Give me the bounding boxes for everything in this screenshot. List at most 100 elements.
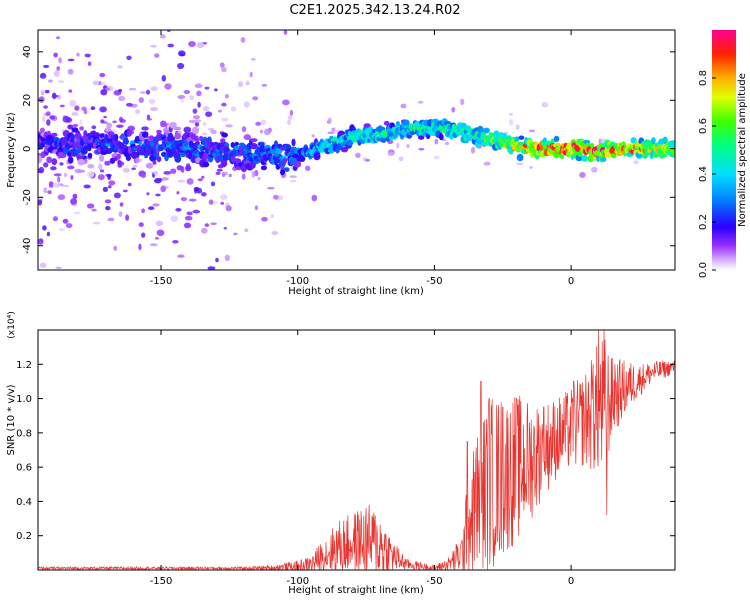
spectrogram-ridge-blob: [250, 143, 258, 150]
spectrogram-noise-blob: [107, 217, 115, 222]
colorbar-tick-label: 0.0: [698, 262, 709, 278]
spectrogram-noise-blob: [273, 194, 279, 200]
spectrogram-noise-blob: [76, 52, 80, 57]
spectrogram-noise-blob: [127, 182, 132, 187]
spectrogram-noise-blob: [62, 218, 69, 224]
spectrogram-noise-blob: [221, 66, 227, 73]
spectrogram-noise-blob: [220, 194, 228, 200]
spectrogram-noise-blob: [119, 116, 123, 122]
spectrogram-noise-blob: [260, 119, 267, 125]
spectrogram-noise-blob: [245, 82, 250, 86]
spectrogram-noise-blob: [209, 15, 214, 19]
snr-frame: [37, 329, 676, 571]
spectrogram-noise-blob: [205, 111, 213, 117]
spectrogram-noise-blob: [213, 201, 219, 205]
spectrogram-noise-blob: [186, 211, 193, 216]
snr-y-tick-label: 0.4: [16, 497, 32, 508]
spectrogram-noise-blob: [118, 88, 122, 93]
spectrogram-noise-blob: [202, 132, 208, 136]
spectrogram-ridge-blob: [67, 124, 74, 130]
spectrogram-noise-blob: [311, 194, 318, 202]
spectrogram-noise-blob: [39, 262, 47, 269]
spectrogram-ridge-blob: [87, 152, 93, 159]
spectrogram-noise-blob: [99, 72, 106, 78]
spectrogram-noise-blob: [196, 90, 202, 97]
spectrogram-noise-blob: [201, 175, 205, 179]
spectrogram-ridge-blob: [221, 132, 228, 138]
spectrogram-ridge-blob: [82, 155, 88, 160]
spectrogram-noise-blob: [264, 128, 271, 136]
spectrogram-noise-blob: [38, 166, 45, 174]
spectrogram-noise-blob: [135, 109, 141, 114]
spectrogram-noise-blob: [591, 166, 598, 173]
spectrogram-noise-blob: [156, 229, 165, 237]
spectrogram-noise-blob: [72, 124, 79, 127]
spectrogram-ridge-blob: [553, 135, 560, 142]
spectrogram-y-tick-label: -40: [22, 238, 33, 254]
spectrogram-noise-blob: [99, 169, 105, 173]
spectrogram-noise-blob: [202, 106, 210, 112]
snr-y-tick-label: 0.6: [16, 463, 32, 474]
spectrogram-ridge-blob: [177, 139, 185, 144]
spectrogram-noise-blob: [79, 126, 84, 131]
spectrogram-noise-blob: [49, 115, 56, 120]
spectrogram-noise-blob: [52, 182, 61, 188]
spectrogram-noise-blob: [193, 119, 202, 123]
spectrogram-noise-blob: [107, 174, 111, 180]
spectrogram-ridge-blob: [74, 132, 82, 139]
spectrogram-noise-blob: [57, 176, 61, 183]
spectrogram-noise-blob: [150, 86, 158, 92]
snr-y-tick-label: 1.0: [16, 394, 32, 405]
spectrogram-noise-blob: [45, 111, 51, 117]
spectrogram-noise-blob: [287, 119, 291, 126]
spectrogram-noise-blob: [104, 199, 112, 204]
spectrogram-noise-blob: [355, 152, 361, 158]
spectrogram-ridge-blob: [153, 152, 160, 158]
spectrogram-ridge-blob: [600, 157, 607, 162]
spectrogram-noise-blob: [67, 58, 75, 62]
spectrogram-noise-blob: [154, 171, 158, 176]
spectrogram-noise-blob: [155, 177, 164, 182]
spectrogram-noise-blob: [183, 90, 191, 94]
spectrogram-ridge-blob: [383, 120, 390, 126]
spectrogram-noise-blob: [579, 172, 586, 178]
spectrogram-noise-blob: [38, 279, 45, 283]
snr-scale-label: (x10⁴): [7, 311, 17, 338]
spectrogram-noise-blob: [257, 176, 261, 181]
spectrogram-noise-blob: [160, 185, 166, 193]
snr-x-label: Height of straight line (km): [288, 585, 424, 596]
spectrogram-noise-blob: [118, 211, 123, 218]
spectrogram-noise-blob: [77, 169, 86, 173]
spectrogram-noise-blob: [141, 232, 146, 238]
spectrogram-noise-blob: [224, 94, 229, 99]
spectrogram-noise-blob: [138, 97, 144, 103]
spectrogram-noise-blob: [251, 171, 256, 178]
spectrogram-noise-blob: [529, 129, 535, 133]
colorbar-ticks: 0.0 0.2 0.4 0.6 0.8: [698, 70, 716, 278]
spectrogram-frame: [37, 29, 676, 271]
spectrogram-ridge-blob: [202, 161, 210, 168]
spectrogram-ridge-blob: [135, 157, 140, 164]
spectrogram-noise-blob: [48, 79, 53, 83]
spectrogram-noise-blob: [108, 180, 116, 186]
spectrogram-noise-blob: [92, 221, 101, 225]
spectrogram-noise-blob: [167, 43, 174, 48]
spectrogram-noise-blob: [152, 203, 160, 207]
spectrogram-ridge-blob: [126, 130, 132, 137]
spectrogram-noise-blob: [228, 173, 232, 178]
spectrogram-ridge-blob: [589, 143, 595, 148]
spectrogram-noise-blob: [53, 52, 58, 58]
spectrogram-noise-blob: [84, 53, 91, 58]
spectrogram-noise-blob: [305, 165, 311, 171]
spectrogram-noise-blob: [221, 102, 227, 107]
spectrogram-ridge-blob: [340, 146, 349, 153]
spectrogram-noise-blob: [201, 227, 208, 234]
spectrogram-noise-blob: [145, 162, 154, 169]
spectrogram-noise-blob: [91, 125, 97, 130]
spectrogram-noise-blob: [122, 189, 128, 193]
snr-series-line: [38, 330, 675, 570]
spectrogram-noise-blob: [81, 106, 87, 111]
spectrogram-ridge-blob: [190, 133, 197, 140]
spectrogram-noise-blob: [202, 122, 207, 126]
spectrogram-noise-blob: [196, 41, 205, 49]
